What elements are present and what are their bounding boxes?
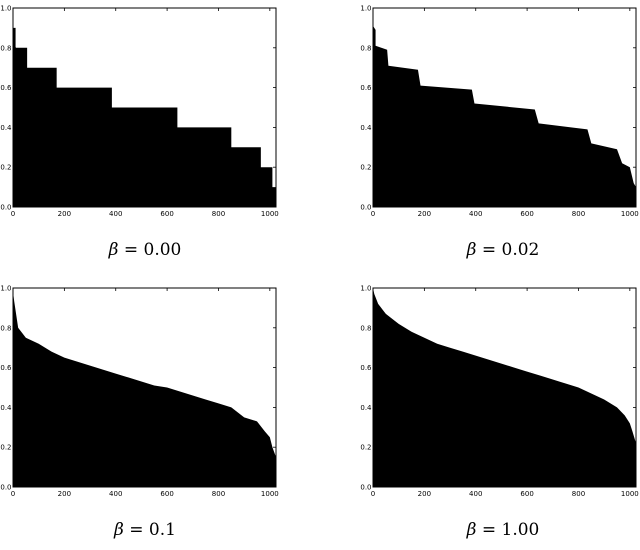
area-series: [373, 25, 636, 207]
y-tick-label: 0.0: [360, 484, 371, 492]
x-tick-label: 400: [109, 210, 122, 218]
x-tick-label: 200: [58, 210, 71, 218]
y-tick-label: 0.8: [0, 44, 11, 52]
y-tick-label: 0.8: [0, 324, 11, 332]
x-tick-label: 600: [520, 490, 533, 498]
x-tick-label: 600: [520, 210, 533, 218]
x-tick-label: 200: [418, 210, 431, 218]
x-tick-label: 800: [212, 490, 225, 498]
area-series: [13, 291, 276, 487]
y-tick-label: 0.4: [360, 404, 372, 412]
x-tick-label: 600: [160, 490, 173, 498]
caption-value: = 0.02: [481, 240, 540, 260]
chart-panel-beta-0-02: 0.0 0.2 0.4 0.6 0.8 1.0 0 200 400 600 800 1000: [360, 5, 639, 219]
x-tick-label: 200: [418, 490, 431, 498]
x-tick-label: 800: [572, 490, 585, 498]
y-tick-label: 0.6: [360, 364, 372, 372]
y-tick-label: 0.0: [0, 204, 11, 212]
caption-value: = 0.00: [123, 240, 182, 260]
area-series: [373, 288, 636, 487]
chart-panel-beta-0-00: 0.0 0.2 0.4 0.6 0.8 1.0 0 200 400 600 800 1000: [0, 5, 279, 219]
y-tick-label: 0.6: [360, 84, 372, 92]
x-tick-label: 1000: [621, 210, 639, 218]
caption-value: = 1.00: [481, 520, 540, 540]
area-series: [13, 27, 276, 208]
y-tick-label: 1.0: [360, 285, 371, 293]
caption-value: = 0.1: [129, 520, 176, 540]
y-tick-label: 0.6: [0, 84, 12, 92]
y-tick-label: 0.2: [0, 164, 11, 172]
y-tick-label: 0.0: [0, 484, 11, 492]
y-tick-label: 0.4: [0, 404, 12, 412]
plot-frame: [12, 287, 277, 488]
y-tick-label: 1.0: [0, 5, 11, 13]
x-tick-label: 400: [109, 490, 122, 498]
caption-symbol: β: [466, 240, 477, 260]
x-tick-label: 0: [371, 490, 375, 498]
caption-symbol: β: [114, 520, 124, 540]
y-tick-label: 0.4: [0, 124, 12, 132]
plot-frame: [12, 7, 277, 208]
x-tick-label: 0: [11, 210, 15, 218]
x-tick-label: 400: [469, 490, 482, 498]
x-tick-label: 1000: [261, 210, 279, 218]
y-tick-label: 0.2: [0, 444, 11, 452]
caption-beta-1-00: β = 1.00: [403, 520, 603, 540]
x-tick-label: 800: [212, 210, 225, 218]
caption-beta-0-1: β = 0.1: [45, 520, 245, 540]
y-tick-label: 0.0: [360, 204, 371, 212]
y-tick-label: 0.2: [360, 444, 371, 452]
caption-symbol: β: [108, 240, 119, 260]
y-tick-label: 0.2: [360, 164, 371, 172]
y-tick-label: 0.8: [360, 44, 371, 52]
x-tick-label: 1000: [261, 490, 279, 498]
y-tick-label: 0.8: [360, 324, 371, 332]
caption-beta-0-00: β = 0.00: [45, 240, 245, 260]
y-tick-label: 1.0: [360, 5, 371, 13]
y-tick-label: 0.4: [360, 124, 372, 132]
caption-symbol: β: [466, 520, 477, 540]
plot-frame: [372, 287, 637, 488]
plot-frame: [372, 7, 637, 208]
x-tick-label: 0: [11, 490, 15, 498]
x-tick-label: 0: [371, 210, 375, 218]
x-tick-label: 800: [572, 210, 585, 218]
x-tick-label: 200: [58, 490, 71, 498]
x-tick-label: 1000: [621, 490, 639, 498]
chart-panel-beta-1-00: 0.0 0.2 0.4 0.6 0.8 1.0 0 200 400 600 800 1000: [360, 285, 639, 499]
y-tick-label: 0.6: [0, 364, 12, 372]
caption-beta-0-02: β = 0.02: [403, 240, 603, 260]
x-tick-label: 600: [160, 210, 173, 218]
x-tick-label: 400: [469, 210, 482, 218]
chart-panel-beta-0-1: 0.0 0.2 0.4 0.6 0.8 1.0 0 200 400 600 800 1000: [0, 285, 279, 499]
y-tick-label: 1.0: [0, 285, 11, 293]
